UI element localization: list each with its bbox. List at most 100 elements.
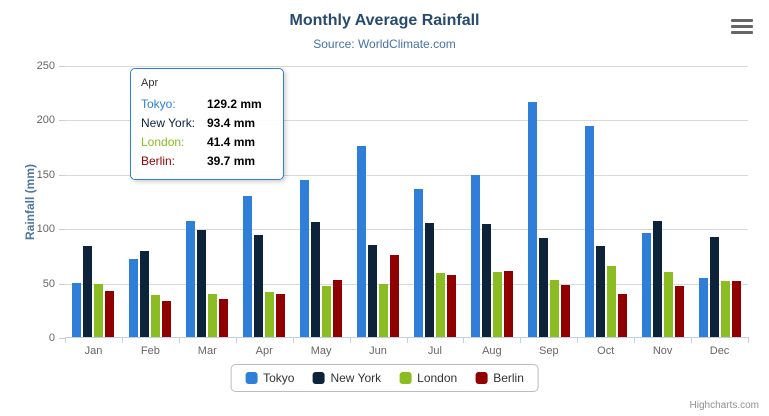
legend-item-new-york[interactable]: New York	[312, 371, 381, 385]
x-axis-label: Mar	[197, 345, 217, 357]
legend-label: Tokyo	[263, 371, 295, 385]
bar-berlin-mar[interactable]	[219, 299, 229, 337]
x-axis-label: Oct	[597, 345, 615, 357]
bar-new-york-feb[interactable]	[140, 251, 150, 337]
x-axis-tick	[349, 337, 351, 343]
tooltip-series-value: 39.7 mm	[207, 154, 256, 168]
legend-item-tokyo[interactable]: Tokyo	[245, 371, 294, 385]
bar-group-jun	[350, 66, 407, 337]
bar-london-nov[interactable]	[663, 272, 673, 337]
bar-berlin-nov[interactable]	[674, 286, 684, 337]
bar-tokyo-jun[interactable]	[357, 145, 367, 337]
bar-tokyo-apr[interactable]	[243, 196, 253, 337]
bar-london-jul[interactable]	[435, 272, 445, 337]
bar-london-aug[interactable]	[492, 272, 502, 337]
bar-london-sep[interactable]	[549, 280, 559, 337]
gridline	[65, 174, 748, 176]
tooltip-series-label: London:	[141, 135, 185, 149]
y-axis-label: 50	[42, 277, 55, 290]
y-axis-label: 250	[36, 60, 55, 72]
bar-tokyo-sep[interactable]	[527, 101, 537, 337]
bar-berlin-jan[interactable]	[105, 290, 115, 337]
bar-group-sep	[520, 66, 577, 337]
bar-berlin-may[interactable]	[333, 279, 343, 337]
tooltip-row: Tokyo: 129.2 mm	[141, 95, 273, 114]
legend-item-london[interactable]: London	[399, 371, 457, 385]
bar-tokyo-dec[interactable]	[698, 277, 708, 337]
bar-berlin-jun[interactable]	[390, 254, 400, 337]
bar-new-york-nov[interactable]	[652, 221, 662, 337]
x-axis-label: May	[310, 345, 332, 357]
bar-group-may	[293, 66, 350, 337]
bar-new-york-dec[interactable]	[709, 236, 719, 337]
bar-tokyo-jul[interactable]	[413, 189, 423, 337]
gridline	[65, 229, 748, 231]
bar-new-york-jul[interactable]	[424, 222, 434, 337]
legend-marker-icon	[399, 372, 412, 384]
x-axis-label: Feb	[140, 345, 160, 357]
y-axis-label: 150	[36, 168, 55, 181]
bar-berlin-oct[interactable]	[617, 294, 627, 337]
bar-new-york-aug[interactable]	[481, 223, 491, 337]
legend-marker-icon	[475, 372, 488, 384]
x-axis-tick	[292, 337, 294, 343]
x-axis-label: Jan	[84, 345, 103, 357]
bar-london-apr[interactable]	[265, 291, 275, 337]
bar-group-oct	[577, 66, 634, 337]
tooltip-series-label: Tokyo:	[141, 97, 176, 111]
bar-london-may[interactable]	[322, 285, 332, 337]
legend-marker-icon	[245, 372, 258, 384]
y-axis-tick	[59, 338, 65, 339]
bar-tokyo-nov[interactable]	[641, 233, 651, 337]
tooltip-series-value: 93.4 mm	[207, 116, 256, 130]
bar-tokyo-aug[interactable]	[470, 175, 480, 337]
bar-new-york-jan[interactable]	[83, 246, 93, 337]
bar-berlin-apr[interactable]	[276, 293, 286, 337]
bar-group-jan	[65, 66, 122, 337]
bar-tokyo-jan[interactable]	[72, 282, 82, 337]
bar-tokyo-may[interactable]	[300, 180, 310, 337]
bar-berlin-dec[interactable]	[731, 281, 741, 337]
tooltip-series-label: New York:	[141, 116, 196, 130]
tooltip-row: New York: 93.4 mm	[141, 114, 273, 133]
bar-tokyo-oct[interactable]	[584, 125, 594, 337]
bar-london-feb[interactable]	[151, 294, 161, 337]
bar-group-mar	[179, 66, 236, 337]
y-axis-tick	[59, 66, 65, 67]
credits-link[interactable]: Highcharts.com	[689, 400, 759, 411]
x-axis-label: Nov	[652, 345, 673, 357]
legend-marker-icon	[312, 372, 325, 384]
y-axis-tick	[59, 174, 65, 176]
x-axis-tick	[406, 337, 408, 343]
bar-berlin-jul[interactable]	[446, 274, 456, 337]
bar-berlin-aug[interactable]	[503, 271, 513, 337]
bar-london-oct[interactable]	[606, 266, 616, 337]
legend-label: New York	[330, 371, 382, 385]
tooltip-row: Berlin: 39.7 mm	[141, 152, 273, 171]
bar-new-york-sep[interactable]	[538, 237, 548, 337]
bar-london-jan[interactable]	[94, 283, 104, 337]
x-axis-label: Jul	[427, 345, 442, 357]
bar-new-york-mar[interactable]	[197, 229, 207, 337]
legend-item-berlin[interactable]: Berlin	[475, 371, 524, 385]
bar-london-jun[interactable]	[379, 284, 389, 337]
bar-group-jul	[407, 66, 464, 337]
bar-new-york-jun[interactable]	[368, 245, 378, 337]
bar-new-york-may[interactable]	[311, 221, 321, 337]
bar-new-york-apr[interactable]	[254, 235, 264, 337]
bar-group-apr	[236, 66, 293, 337]
bar-berlin-sep[interactable]	[560, 285, 570, 337]
x-axis-label: Jun	[369, 345, 387, 357]
x-axis-tick	[65, 337, 66, 343]
bar-london-dec[interactable]	[720, 281, 730, 337]
bar-london-mar[interactable]	[208, 294, 218, 337]
bar-new-york-oct[interactable]	[595, 246, 605, 337]
bar-tokyo-feb[interactable]	[129, 259, 139, 337]
tooltip: Apr Tokyo: 129.2 mm New York: 93.4 mm Lo…	[130, 68, 284, 180]
gridline	[65, 66, 748, 67]
bar-tokyo-mar[interactable]	[186, 221, 196, 337]
legend: Tokyo New York London Berlin	[230, 364, 539, 392]
bar-berlin-feb[interactable]	[162, 300, 172, 337]
export-menu-button[interactable]	[731, 16, 753, 36]
